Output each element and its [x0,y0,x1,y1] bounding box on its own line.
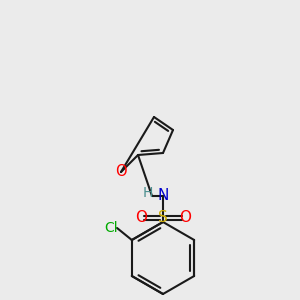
Text: O: O [115,164,127,179]
Text: Cl: Cl [104,221,118,235]
Text: H: H [143,186,153,200]
Text: N: N [157,188,169,203]
Text: O: O [135,211,147,226]
Text: O: O [179,211,191,226]
Text: S: S [158,211,168,226]
